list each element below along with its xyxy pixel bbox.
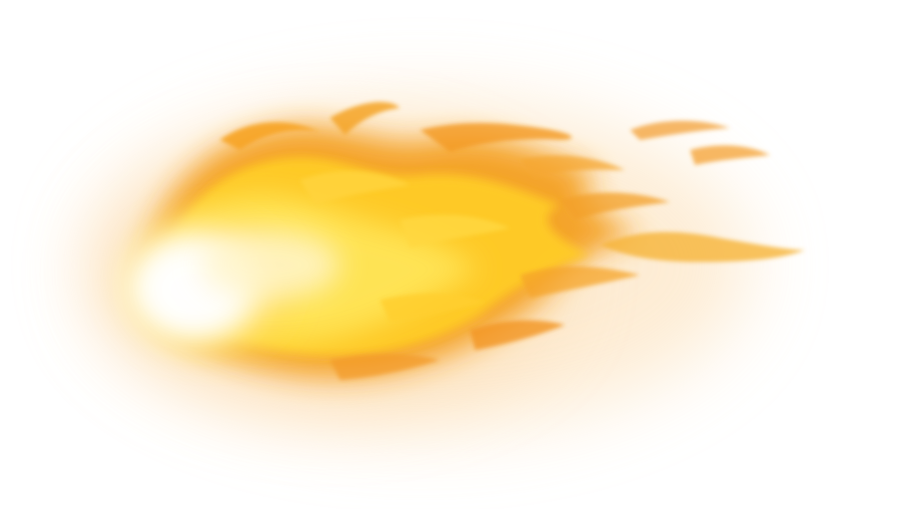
flame-wisps	[220, 102, 805, 380]
hot-core	[120, 215, 340, 355]
